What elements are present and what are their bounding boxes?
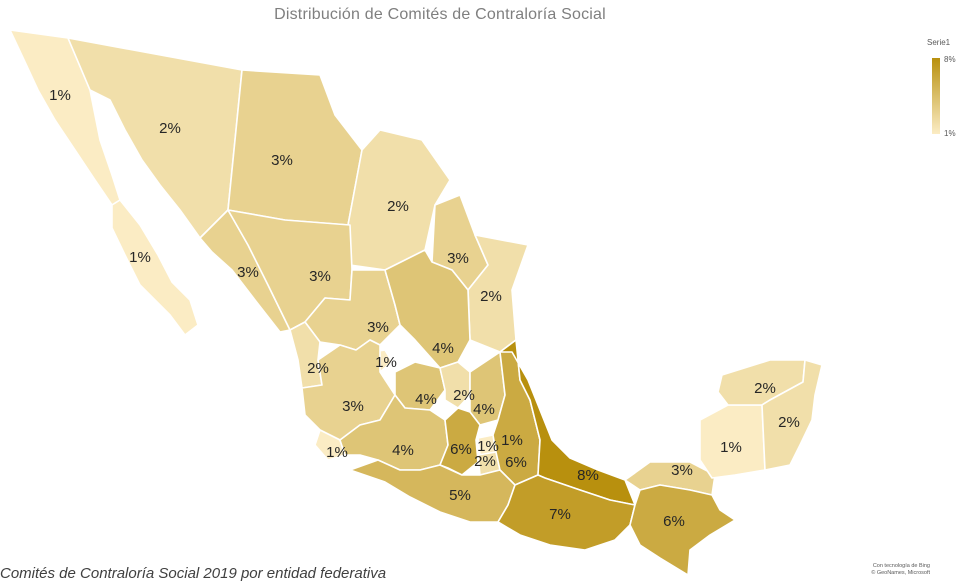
- credit-line-2: © GeoNames, Microsoft: [871, 570, 930, 576]
- state-label-baja-california: 1%: [49, 87, 71, 104]
- state-label-tlaxcala: 1%: [501, 432, 523, 449]
- state-label-hidalgo: 4%: [473, 401, 495, 418]
- state-label-morelos: 2%: [474, 453, 496, 470]
- state-label-michoacan: 4%: [392, 442, 414, 459]
- state-queretaro: [439, 361, 471, 409]
- state-label-veracruz: 8%: [577, 467, 599, 484]
- state-label-san-luis-potosi: 4%: [432, 340, 454, 357]
- state-label-guanajuato: 4%: [415, 391, 437, 408]
- legend-series-name: Serie1: [927, 38, 951, 47]
- state-san-luis-potosi: [384, 249, 471, 369]
- state-label-ciudad-de-mexico: 1%: [477, 438, 499, 455]
- legend-min-label: 1%: [944, 129, 956, 138]
- map-caption: Comités de Contraloría Social 2019 por e…: [0, 565, 387, 582]
- state-colima: [314, 429, 346, 461]
- state-label-aguascalientes: 1%: [375, 354, 397, 371]
- state-label-sonora: 2%: [159, 120, 181, 137]
- state-label-durango: 3%: [309, 268, 331, 285]
- state-label-baja-california-sur: 1%: [129, 249, 151, 266]
- state-oaxaca: [497, 474, 636, 551]
- legend-max-label: 8%: [944, 55, 956, 64]
- state-label-nayarit: 2%: [307, 360, 329, 377]
- state-label-oaxaca: 7%: [549, 506, 571, 523]
- map-credit: Con tecnología de Bing © GeoNames, Micro…: [840, 563, 930, 577]
- state-baja-california-sur: [111, 199, 199, 336]
- state-label-yucatan: 2%: [754, 380, 776, 397]
- state-chiapas: [629, 484, 736, 576]
- state-label-estado-de-mexico: 6%: [450, 441, 472, 458]
- state-label-colima: 1%: [326, 444, 348, 461]
- state-label-sinaloa: 3%: [237, 264, 259, 281]
- legend-gradient-bar: [932, 58, 940, 134]
- state-label-quintana-roo: 2%: [778, 414, 800, 431]
- state-label-puebla: 6%: [505, 454, 527, 471]
- state-label-chihuahua: 3%: [271, 152, 293, 169]
- state-label-zacatecas: 3%: [367, 319, 389, 336]
- state-label-queretaro: 2%: [453, 387, 475, 404]
- credit-line-1: Con tecnología de Bing: [872, 563, 930, 569]
- state-label-tamaulipas: 2%: [480, 288, 502, 305]
- state-label-nuevo-leon: 3%: [447, 250, 469, 267]
- state-chihuahua: [227, 69, 363, 226]
- state-label-tabasco: 3%: [671, 462, 693, 479]
- state-label-jalisco: 3%: [342, 398, 364, 415]
- state-label-coahuila: 2%: [387, 198, 409, 215]
- state-label-guerrero: 5%: [449, 487, 471, 504]
- state-label-chiapas: 6%: [663, 513, 685, 530]
- state-quintana-roo: [761, 359, 823, 471]
- map-title: Distribución de Comités de Contraloría S…: [274, 6, 606, 23]
- state-label-campeche: 1%: [720, 439, 742, 456]
